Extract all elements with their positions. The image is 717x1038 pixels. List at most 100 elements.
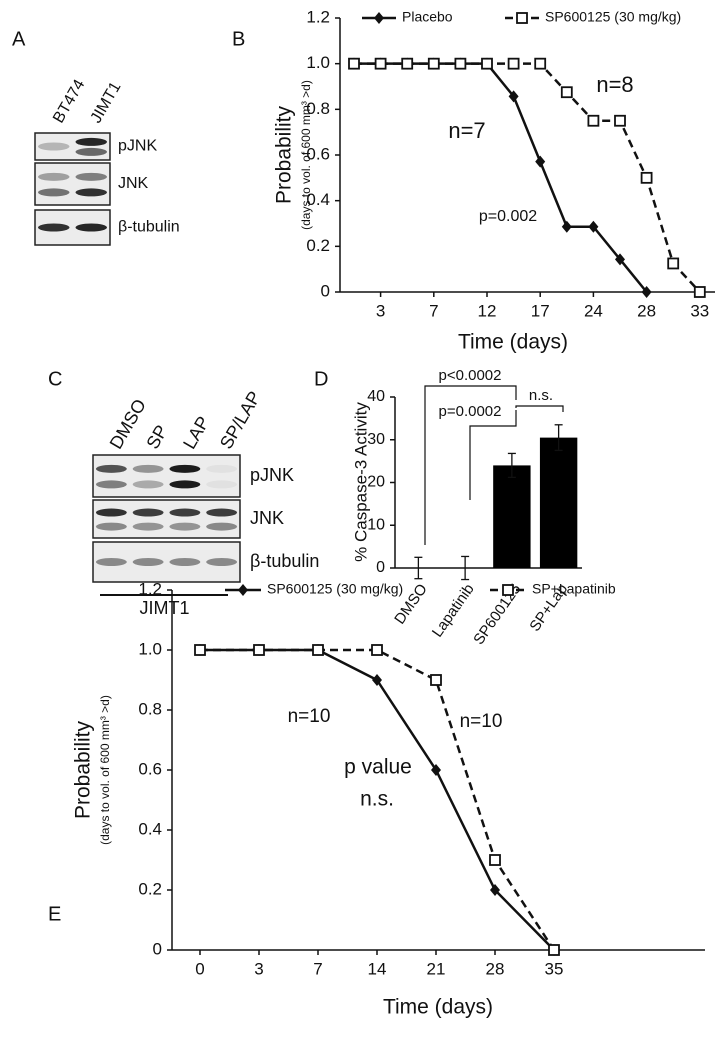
point xyxy=(454,57,467,70)
x-tick-label: 24 xyxy=(584,301,603,320)
y-tick-label: 0.4 xyxy=(138,819,162,838)
y-tick-label: 40 xyxy=(367,388,385,405)
band-label: JNK xyxy=(250,508,284,528)
y-tick-label: 1.0 xyxy=(306,53,330,72)
blot-band xyxy=(169,558,201,566)
band-label: pJNK xyxy=(250,465,294,485)
point xyxy=(561,220,572,233)
point xyxy=(535,155,546,168)
blot-frame xyxy=(92,454,241,498)
point xyxy=(693,286,706,298)
annotation: p=0.002 xyxy=(479,208,537,225)
y-tick-label: 0 xyxy=(321,281,330,300)
panel-letter: C xyxy=(48,368,62,390)
blot-band xyxy=(38,223,70,232)
lane-label: SP/LAP xyxy=(216,388,265,453)
x-tick-label: 14 xyxy=(368,959,387,978)
panel-letter: E xyxy=(48,903,61,925)
y-tick-label: 1.0 xyxy=(138,639,162,658)
error-bar xyxy=(414,556,423,580)
y-tick-label: 0.4 xyxy=(306,190,330,209)
point xyxy=(481,57,493,70)
blot-band xyxy=(132,480,164,489)
blot-band xyxy=(38,142,70,151)
x-tick-label: 28 xyxy=(637,301,656,320)
blot-band xyxy=(75,188,107,197)
point xyxy=(401,57,414,70)
blot-band xyxy=(75,223,107,232)
annotation: p=0.0002 xyxy=(439,403,502,420)
point xyxy=(374,12,384,24)
blot-band xyxy=(95,464,127,473)
point xyxy=(615,253,625,266)
y-tick-label: 30 xyxy=(367,431,385,448)
point xyxy=(502,584,514,596)
blot-band xyxy=(169,464,201,473)
point xyxy=(371,644,383,656)
y-axis-label: Probability xyxy=(72,720,95,819)
annotation: n.s. xyxy=(529,387,553,404)
point xyxy=(614,114,626,127)
cell-line-label: JIMT1 xyxy=(139,598,189,618)
y-tick-label: 0.8 xyxy=(306,99,330,118)
point xyxy=(507,57,520,70)
y-axis-label: % Caspase-3 Activity xyxy=(351,402,370,562)
y-tick-label: 1.2 xyxy=(306,7,330,26)
y-tick-label: 0.2 xyxy=(138,879,162,898)
annotation: n=7 xyxy=(448,118,485,143)
blot-band xyxy=(75,172,107,181)
y-tick-label: 20 xyxy=(367,474,385,491)
blot-band xyxy=(95,508,127,517)
blot-frame xyxy=(34,132,111,161)
point xyxy=(508,90,519,103)
blot-frame xyxy=(34,162,111,206)
point xyxy=(431,764,441,776)
blot-band xyxy=(75,147,107,156)
y-tick-label: 0.2 xyxy=(306,236,330,255)
x-tick-label: 33 xyxy=(690,301,709,320)
point xyxy=(560,86,573,99)
annotation: n=10 xyxy=(288,706,331,727)
band-label: β-tubulin xyxy=(250,551,319,571)
point xyxy=(516,12,528,24)
blot-band xyxy=(95,522,127,531)
y-tick-label: 0.8 xyxy=(138,699,162,718)
point xyxy=(348,57,360,70)
x-tick-label: 7 xyxy=(429,301,438,320)
blot-band xyxy=(169,480,201,489)
y-tick-label: 1.2 xyxy=(138,579,162,598)
point xyxy=(238,584,248,596)
x-tick-label: 7 xyxy=(313,959,322,978)
blot-band xyxy=(75,137,107,146)
x-tick-label: 28 xyxy=(486,959,505,978)
point xyxy=(427,57,440,70)
point xyxy=(548,944,560,956)
y-axis-label: Probability xyxy=(273,105,296,204)
x-tick-label: 0 xyxy=(195,959,204,978)
panel-letter: D xyxy=(314,368,328,390)
y-tick-label: 0.6 xyxy=(306,144,330,163)
x-tick-label: 3 xyxy=(254,959,263,978)
annotation: p<0.0002 xyxy=(439,367,502,384)
point xyxy=(372,674,382,686)
lane-label: LAP xyxy=(179,413,213,452)
blot-band xyxy=(206,558,238,566)
legend-label: SP600125 (30 mg/kg) xyxy=(267,581,403,597)
x-tick-label: 3 xyxy=(376,301,385,320)
blot-band xyxy=(38,172,70,181)
point xyxy=(312,644,324,656)
bracket xyxy=(424,385,517,545)
panel-letter: A xyxy=(12,28,26,50)
annotation: n=8 xyxy=(596,72,633,97)
lane-label: BT474 xyxy=(50,77,88,126)
x-tick-label: 12 xyxy=(478,301,497,320)
blot-band xyxy=(132,558,164,566)
error-bar xyxy=(554,424,563,452)
x-tick-label: 21 xyxy=(427,959,446,978)
blot-band xyxy=(95,480,127,489)
x-tick-label: 17 xyxy=(531,301,550,320)
point xyxy=(253,644,265,656)
y-tick-label: 0 xyxy=(376,559,385,576)
y-axis-note: (days to vol. of 600 mm³ >d) xyxy=(299,80,313,230)
